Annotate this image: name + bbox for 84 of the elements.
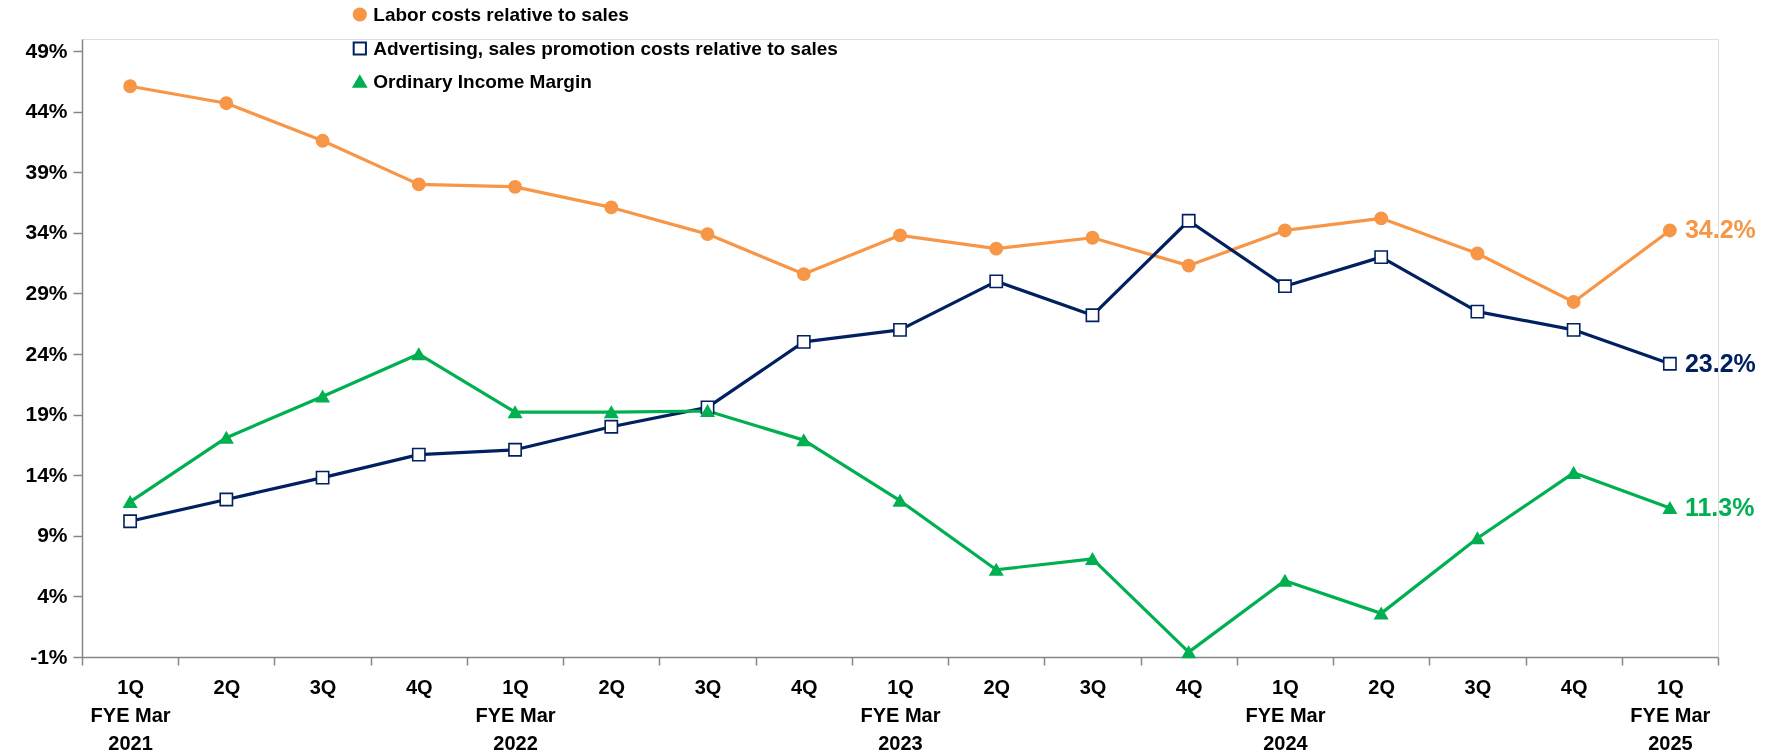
legend-label: Advertising, sales promotion costs relative to sales — [373, 37, 838, 59]
point — [1181, 258, 1196, 273]
point — [219, 431, 234, 444]
point — [989, 241, 1004, 256]
point — [796, 335, 811, 349]
point — [1374, 250, 1389, 265]
point — [315, 390, 330, 403]
point — [315, 133, 330, 148]
x-tick-label: 3Q — [694, 675, 722, 698]
x-tick-label: 1Q FYE Mar 2025 — [1630, 675, 1711, 752]
data-label: 23.2% — [1684, 348, 1756, 377]
data-label: 34.2% — [1684, 215, 1756, 244]
x-tick-label: 4Q — [1560, 675, 1588, 698]
x-tick-label: 4Q — [405, 675, 433, 698]
x-tick-label: 3Q — [1464, 675, 1492, 698]
point — [604, 419, 619, 434]
point — [796, 267, 811, 281]
point — [1278, 223, 1292, 238]
point — [1662, 223, 1677, 238]
legend-label: Ordinary Income Margin — [373, 70, 592, 92]
point — [893, 494, 907, 507]
y-tick-label: 19% — [25, 402, 68, 426]
point — [508, 406, 522, 419]
x-tick-label: 4Q — [1175, 675, 1203, 698]
point — [315, 470, 330, 485]
x-tick-label: 2Q — [1368, 675, 1396, 698]
point — [219, 492, 234, 507]
point — [604, 200, 619, 215]
point — [796, 433, 811, 447]
point — [989, 563, 1004, 576]
point — [219, 96, 234, 111]
point — [123, 514, 138, 529]
x-tick-label: 2Q — [598, 675, 626, 698]
point — [1374, 211, 1389, 226]
x-tick-label: 3Q — [309, 675, 337, 698]
point — [1470, 246, 1485, 261]
point — [989, 274, 1004, 289]
y-tick-label: 24% — [25, 341, 68, 365]
point — [411, 177, 426, 192]
point — [411, 447, 426, 462]
y-tick-label: 39% — [25, 159, 68, 183]
legend-label: Labor costs relative to sales — [373, 3, 629, 25]
point — [1278, 574, 1292, 587]
x-tick-label: 1Q FYE Mar 2022 — [475, 675, 556, 752]
y-tick-label: 4% — [37, 583, 68, 607]
point — [123, 495, 138, 508]
data-label: 11.3% — [1684, 492, 1755, 521]
point — [1181, 646, 1196, 659]
point — [893, 228, 907, 243]
point — [123, 79, 138, 94]
x-tick-label: 3Q — [1079, 675, 1107, 698]
point — [1566, 295, 1581, 309]
point — [1470, 532, 1485, 545]
point — [1181, 213, 1196, 228]
point — [411, 347, 426, 361]
point — [1662, 356, 1677, 371]
point — [1085, 230, 1100, 245]
x-tick-label: 1Q FYE Mar 2021 — [90, 675, 171, 752]
x-tick-label: 4Q — [790, 675, 818, 698]
x-tick-label: 2Q — [983, 675, 1011, 698]
point — [700, 404, 715, 418]
point — [604, 406, 619, 419]
point — [508, 442, 522, 457]
point — [1085, 552, 1100, 565]
y-tick-label: 9% — [37, 523, 68, 547]
y-tick-label: 29% — [25, 280, 68, 304]
y-tick-label: 49% — [25, 38, 68, 62]
point — [1085, 308, 1100, 323]
y-tick-label: 14% — [25, 462, 68, 486]
point — [893, 322, 907, 337]
x-tick-label: 1Q FYE Mar 2023 — [860, 675, 941, 752]
point — [1278, 279, 1292, 294]
x-tick-label: 2Q — [213, 675, 241, 698]
point — [508, 179, 522, 194]
x-tick-label: 1Q FYE Mar 2024 — [1245, 675, 1326, 752]
point — [700, 227, 715, 242]
y-tick-label: 34% — [25, 220, 68, 244]
point — [1470, 304, 1485, 319]
point — [1566, 322, 1581, 337]
y-tick-label: -1% — [30, 644, 68, 668]
point — [1566, 466, 1581, 479]
point — [1662, 501, 1677, 515]
point — [1374, 607, 1389, 620]
y-tick-label: 44% — [25, 99, 68, 123]
